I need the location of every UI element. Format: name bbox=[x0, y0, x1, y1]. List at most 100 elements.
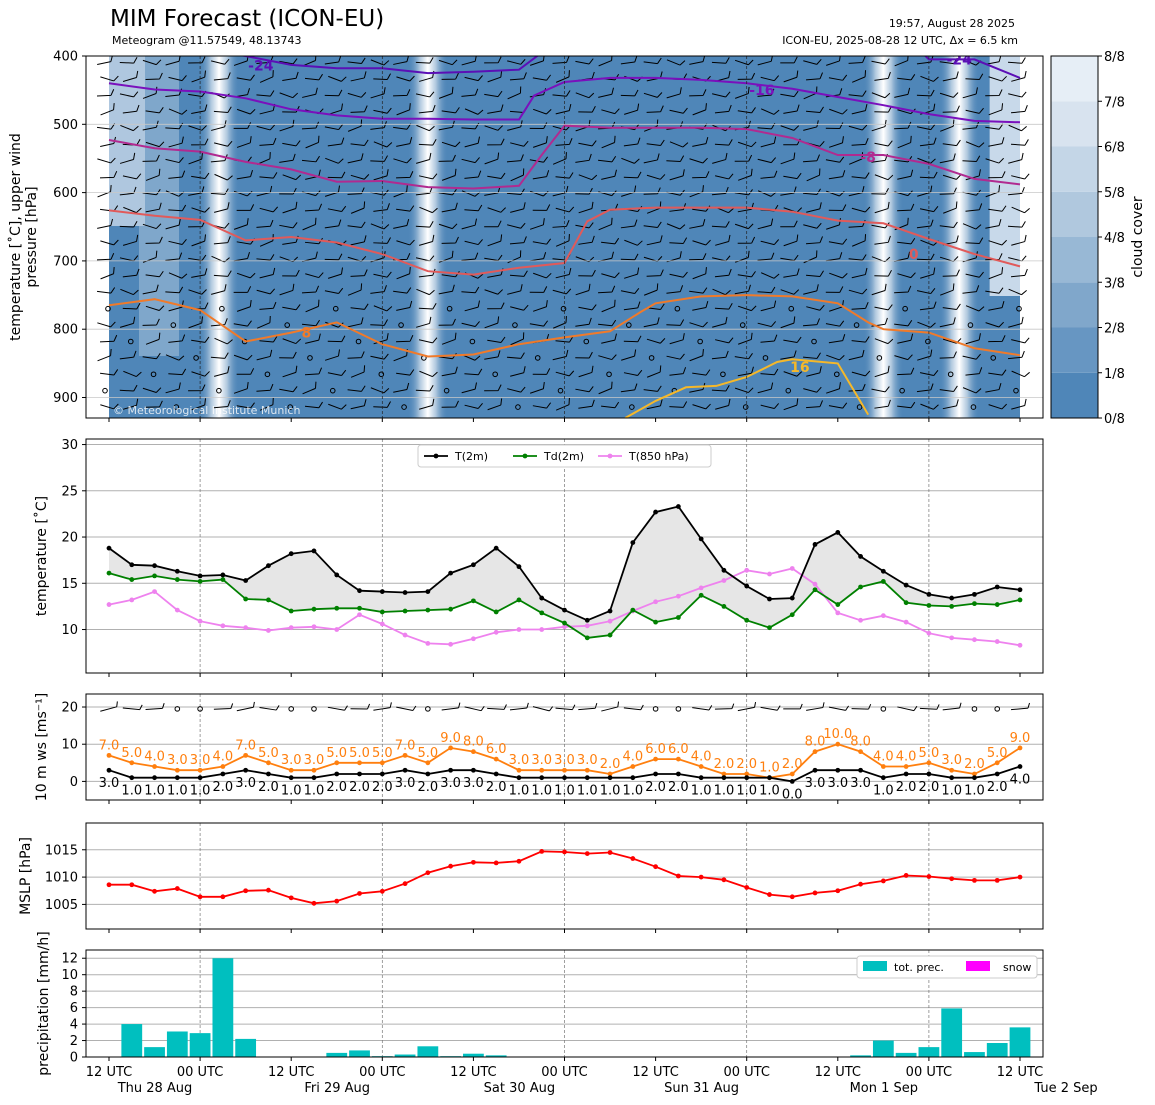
wind-barb bbox=[301, 121, 320, 130]
data-point bbox=[334, 760, 340, 766]
data-label: 2.0 bbox=[349, 780, 370, 795]
wind-barb bbox=[305, 299, 320, 313]
wind-barb bbox=[484, 125, 503, 131]
data-point bbox=[630, 775, 636, 781]
wind-barb bbox=[988, 267, 1004, 280]
data-point bbox=[334, 605, 340, 611]
wind-barb bbox=[529, 320, 549, 327]
data-label: 7.0 bbox=[395, 738, 416, 753]
wind-barb bbox=[100, 103, 115, 116]
wind-barb bbox=[848, 288, 868, 295]
wind-barb bbox=[1007, 221, 1026, 228]
wind-barb bbox=[142, 188, 161, 196]
data-point bbox=[266, 563, 271, 569]
isotherm-line bbox=[108, 294, 1021, 358]
wind-barb bbox=[692, 137, 709, 147]
wind-barb bbox=[669, 367, 687, 376]
wind-barb bbox=[916, 219, 934, 229]
wind-barb bbox=[484, 316, 500, 329]
wind-barb bbox=[735, 86, 750, 99]
wind-barb bbox=[711, 350, 729, 360]
wind-barb bbox=[894, 285, 912, 294]
wind-barb bbox=[370, 285, 387, 294]
data-point bbox=[653, 864, 658, 870]
legend-label: T(850 hPa) bbox=[628, 450, 689, 463]
wind-barb bbox=[350, 105, 368, 113]
wind-barb bbox=[396, 103, 411, 116]
wind-barb bbox=[188, 316, 204, 329]
wind-barb bbox=[282, 105, 300, 113]
wind-barb bbox=[301, 285, 320, 294]
x-tick-label: 00 UTC bbox=[541, 1065, 587, 1080]
wind-barb bbox=[282, 304, 301, 311]
wind-barb bbox=[438, 223, 458, 230]
data-point bbox=[767, 892, 772, 897]
wind-barb bbox=[1008, 152, 1024, 164]
wind-barb bbox=[965, 367, 983, 376]
wind-barb bbox=[119, 384, 138, 392]
wind-barb bbox=[917, 157, 936, 164]
wind-barb bbox=[325, 157, 344, 164]
data-point bbox=[698, 536, 704, 542]
wind-barb bbox=[327, 137, 345, 147]
wind-barb bbox=[350, 139, 369, 146]
legend-swatch bbox=[863, 961, 887, 971]
wind-barb bbox=[438, 284, 455, 295]
wind-barb bbox=[851, 267, 868, 279]
wind-barb bbox=[783, 268, 800, 278]
wind-barb bbox=[783, 371, 803, 377]
wind-barb bbox=[851, 206, 871, 213]
data-point bbox=[448, 863, 454, 869]
wind-barb bbox=[985, 89, 1003, 97]
wind-barb bbox=[236, 108, 256, 115]
precip-bar bbox=[872, 1040, 894, 1057]
wind-barb bbox=[783, 104, 800, 114]
data-label: 6.0 bbox=[645, 742, 666, 757]
wind-barb bbox=[575, 317, 592, 327]
data-point bbox=[994, 602, 1000, 607]
data-point bbox=[721, 578, 727, 583]
wind-barb bbox=[643, 153, 660, 164]
wind-barb bbox=[347, 119, 363, 132]
wind-barb bbox=[188, 186, 205, 196]
wind-barb bbox=[598, 217, 613, 231]
data-label: 2.0 bbox=[782, 757, 803, 772]
data-label: 2.0 bbox=[964, 757, 985, 772]
wind-barb bbox=[689, 349, 704, 362]
wind-barb bbox=[578, 365, 594, 378]
data-point bbox=[1017, 764, 1023, 769]
wind-barb bbox=[806, 202, 822, 213]
wind-barb bbox=[259, 397, 274, 411]
wind-barb bbox=[897, 272, 916, 279]
data-label: 5.0 bbox=[121, 746, 142, 761]
wind-barb bbox=[783, 172, 802, 180]
data-label: 1.0 bbox=[759, 761, 780, 776]
upper-y-axis-label: temperature [˚C], upper windpressure [hP… bbox=[7, 133, 40, 341]
wind-barb bbox=[988, 335, 1006, 343]
data-point bbox=[174, 775, 180, 781]
wind-barb bbox=[191, 371, 210, 377]
data-point bbox=[493, 771, 499, 777]
wind-barb bbox=[942, 139, 961, 147]
wind-barb bbox=[874, 201, 890, 214]
wind-barb bbox=[666, 223, 686, 230]
wind-barb bbox=[1011, 173, 1030, 180]
calm-marker bbox=[193, 355, 199, 361]
wind-barb bbox=[620, 56, 638, 65]
wind-barb bbox=[373, 702, 392, 711]
wind-barb bbox=[666, 59, 686, 66]
data-point bbox=[106, 752, 112, 758]
wind-barb bbox=[985, 321, 1004, 328]
wind-barb bbox=[965, 203, 983, 212]
wind-barb bbox=[803, 284, 819, 295]
wind-barb bbox=[985, 157, 1004, 164]
legend-label: tot. prec. bbox=[894, 961, 944, 974]
data-point bbox=[357, 605, 362, 611]
wind-barb bbox=[532, 238, 552, 245]
data-point bbox=[903, 771, 909, 777]
calm-marker bbox=[876, 355, 883, 361]
data-point bbox=[220, 623, 226, 629]
wind-barb bbox=[962, 155, 981, 163]
wind-barb bbox=[575, 222, 594, 229]
wind-barb bbox=[897, 237, 916, 245]
